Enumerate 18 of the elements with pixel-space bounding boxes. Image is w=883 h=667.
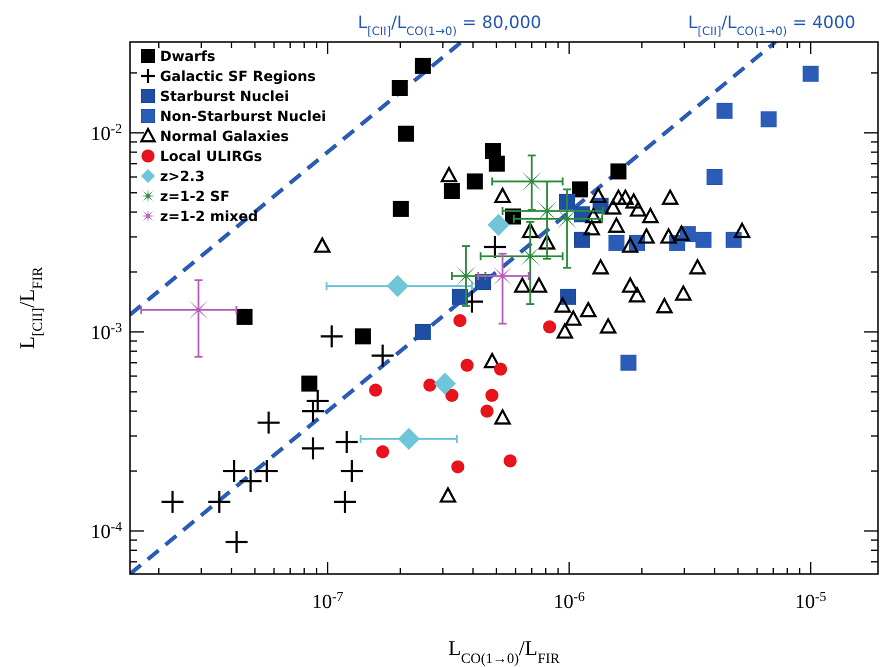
y-tick-label: 10$^{-3}$ xyxy=(90,319,122,344)
legend-label: Galactic SF Regions xyxy=(160,69,316,85)
legend-label: Dwarfs xyxy=(160,49,216,65)
series-label: L$_{[CII]}$/L$_{CO(1→0)}$ = 4000 xyxy=(688,13,856,38)
series-label: L$_{[CII]}$/L$_{CO(1→0)}$ = 80,000 xyxy=(358,13,542,38)
legend-label: Non-Starburst Nuclei xyxy=(160,109,326,125)
legend-label: z=1-2 SF xyxy=(160,189,230,205)
legend-label: z>2.3 xyxy=(160,169,205,185)
x-tick-label: 10$^{-5}$ xyxy=(795,588,827,613)
x-tick-label: 10$^{-6}$ xyxy=(553,588,586,613)
x-axis-title: L$_{CO(1→0)}$/L$_{FIR}$ xyxy=(448,636,560,667)
legend-label: z=1-2 mixed xyxy=(160,209,258,225)
x-tick-label: 10$^{-7}$ xyxy=(312,588,344,613)
y-tick-label: 10$^{-2}$ xyxy=(90,120,122,145)
y-tick-label: 10$^{-4}$ xyxy=(90,518,122,543)
legend-label: Starburst Nuclei xyxy=(160,89,289,105)
legend-label: Normal Galaxies xyxy=(160,129,289,145)
legend-label: Local ULIRGs xyxy=(160,149,262,165)
